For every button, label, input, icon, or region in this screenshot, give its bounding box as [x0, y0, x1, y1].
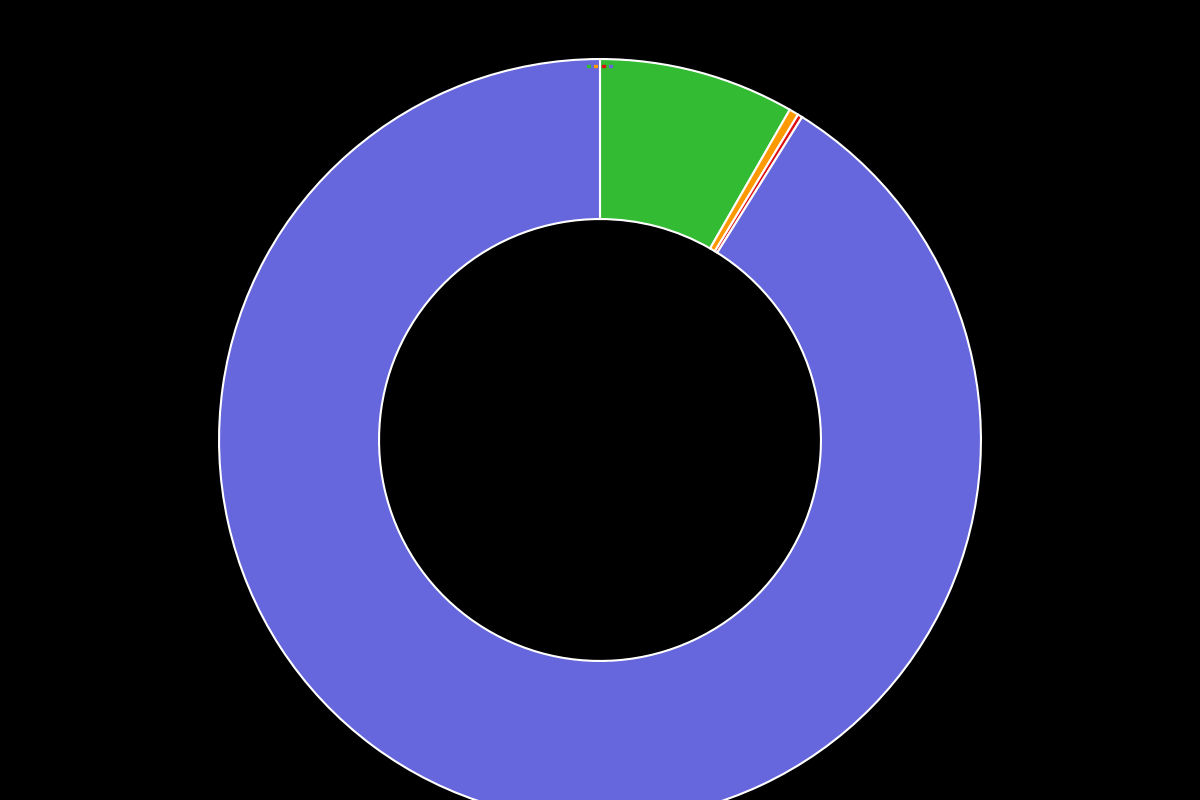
Legend: , , , : , , ,: [587, 65, 613, 67]
Wedge shape: [710, 110, 798, 251]
Wedge shape: [220, 59, 980, 800]
Wedge shape: [715, 114, 802, 253]
Wedge shape: [600, 59, 790, 249]
